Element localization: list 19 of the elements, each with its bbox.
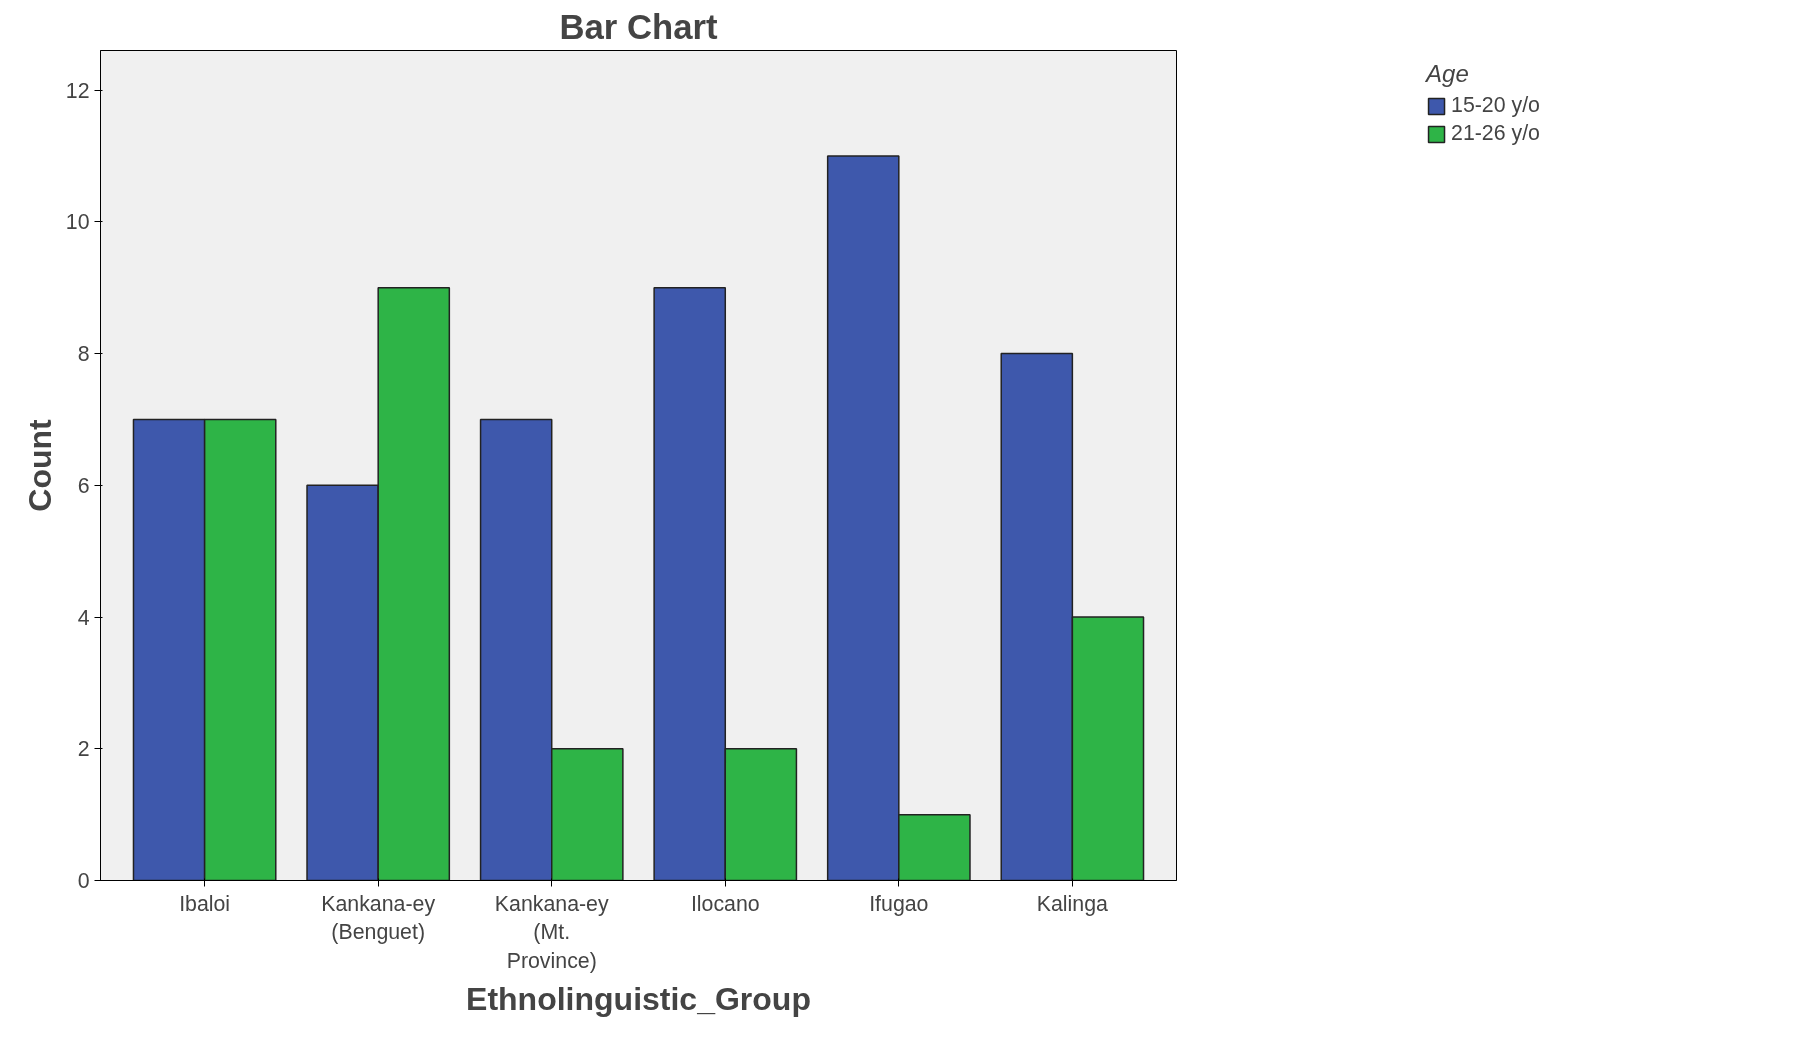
y-tick-label: 10 [65, 210, 90, 235]
y-tick-label: 2 [77, 737, 90, 762]
x-axis-title: Ethnolinguistic_Group [466, 981, 811, 1018]
x-tick-label: Kankana-ey (Benguet) [321, 891, 436, 945]
legend-title: Age [1426, 60, 1470, 88]
y-tick-label: 12 [65, 78, 90, 103]
y-tick-label: 0 [77, 869, 90, 893]
x-tick-label: Ibaloi [179, 891, 231, 916]
chart-title: Bar Chart [559, 7, 718, 46]
y-tick-label: 6 [77, 473, 90, 498]
x-tick-label: Ifugao [869, 891, 929, 916]
y-axis-title: Count [21, 418, 58, 512]
x-tick-label: Kankana-ey (Mt. Province) [494, 891, 609, 974]
legend-label: 21-26 y/o [1451, 121, 1540, 146]
x-tick-label: Kalinga [1036, 891, 1109, 916]
x-tick-label: Ilocano [690, 891, 760, 916]
legend-label: 15-20 y/o [1451, 93, 1540, 118]
y-tick-label: 4 [77, 605, 90, 630]
y-tick-label: 8 [77, 342, 90, 367]
